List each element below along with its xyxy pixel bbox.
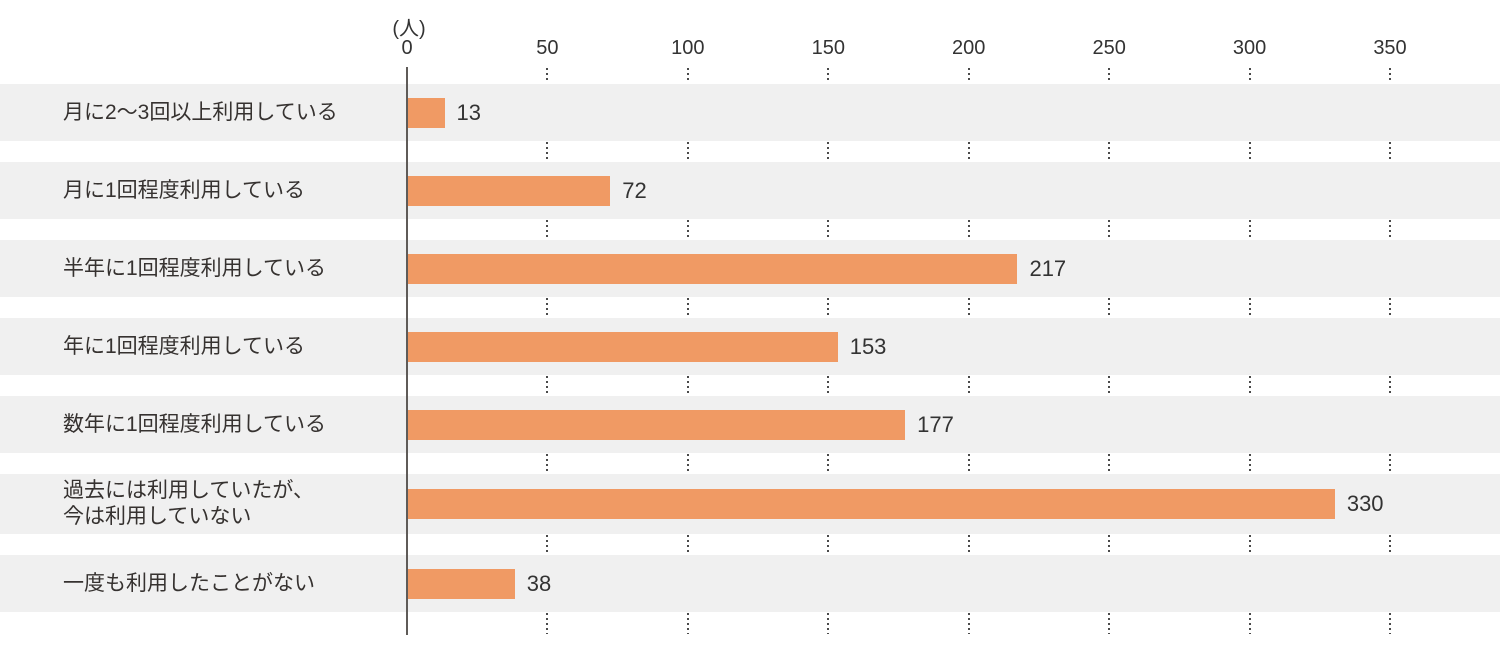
- bar: [408, 97, 445, 128]
- dotted-gridline-segment: [827, 535, 830, 554]
- dotted-gridline-segment: [827, 220, 830, 239]
- x-axis-tick-label: 350: [1373, 37, 1407, 59]
- dotted-gridline-segment: [546, 298, 549, 317]
- dotted-gridline-segment: [1389, 376, 1391, 395]
- dotted-gridline-segment: [827, 613, 830, 634]
- x-axis-tick-label: 150: [811, 37, 845, 59]
- x-axis-tick-label: 100: [671, 37, 705, 59]
- dotted-gridline-segment: [1108, 68, 1111, 83]
- row-band: 月に2〜3回以上利用している 13: [0, 84, 1500, 141]
- dotted-gridline-segment: [1389, 613, 1391, 634]
- value-label: 217: [1029, 255, 1067, 281]
- category-label: 年に1回程度利用している: [63, 334, 306, 358]
- dotted-gridline-segment: [1389, 68, 1391, 83]
- dotted-gridline-segment: [1108, 142, 1111, 161]
- dotted-gridline-segment: [1108, 535, 1111, 554]
- dotted-gridline-segment: [1108, 220, 1111, 239]
- dotted-gridline-segment: [827, 376, 830, 395]
- value-label: 72: [622, 177, 647, 203]
- dotted-gridline-segment: [1248, 68, 1251, 83]
- dotted-gridline-segment: [546, 376, 549, 395]
- dotted-gridline-segment: [686, 142, 689, 161]
- dotted-gridline-segment: [967, 613, 970, 634]
- dotted-gridline-segment: [686, 68, 689, 83]
- dotted-gridline-segment: [967, 142, 970, 161]
- dotted-gridline-segment: [827, 454, 830, 473]
- dotted-gridline-segment: [546, 613, 549, 634]
- dotted-gridline-segment: [967, 68, 970, 83]
- x-axis-tick-label: 50: [536, 37, 559, 59]
- row-band: 半年に1回程度利用している 217: [0, 240, 1500, 297]
- dotted-gridline-segment: [1389, 142, 1391, 161]
- dotted-gridline-segment: [686, 535, 689, 554]
- dotted-gridline-segment: [1389, 298, 1391, 317]
- zero-axis-line: [406, 67, 408, 635]
- dotted-gridline-segment: [1248, 454, 1251, 473]
- row-band: 年に1回程度利用している 153: [0, 318, 1500, 375]
- dotted-gridline-segment: [1108, 298, 1111, 317]
- value-label: 38: [526, 570, 552, 596]
- category-label: 月に1回程度利用している: [63, 178, 306, 202]
- value-label: 153: [849, 333, 887, 359]
- dotted-gridline-segment: [546, 220, 549, 239]
- category-label: 月に2〜3回以上利用している: [63, 100, 338, 124]
- dotted-gridline-segment: [967, 535, 970, 554]
- dotted-gridline-segment: [827, 298, 830, 317]
- row-band: 月に1回程度利用している 72: [0, 162, 1500, 219]
- bar: [408, 568, 515, 599]
- row-band: 過去には利用していたが、 今は利用していない 330: [0, 474, 1500, 534]
- dotted-gridline-segment: [686, 613, 689, 634]
- bar: [408, 175, 611, 206]
- dotted-gridline-segment: [1248, 535, 1251, 554]
- dotted-gridline-segment: [1389, 535, 1391, 554]
- category-label: 半年に1回程度利用している: [63, 256, 327, 280]
- dotted-gridline-segment: [1108, 613, 1111, 634]
- dotted-gridline-segment: [967, 220, 970, 239]
- dotted-gridline-segment: [1248, 298, 1251, 317]
- dotted-gridline-segment: [686, 376, 689, 395]
- dotted-gridline-segment: [686, 220, 689, 239]
- dotted-gridline-segment: [1389, 454, 1391, 473]
- category-label: 過去には利用していたが、 今は利用していない: [63, 479, 314, 528]
- row-band: 一度も利用したことがない 38: [0, 555, 1500, 612]
- dotted-gridline-segment: [546, 68, 549, 83]
- dotted-gridline-segment: [1248, 613, 1251, 634]
- x-axis-tick-label: 250: [1092, 37, 1126, 59]
- dotted-gridline-segment: [827, 142, 830, 161]
- dotted-gridline-segment: [1248, 220, 1251, 239]
- dotted-gridline-segment: [546, 535, 549, 554]
- value-label: 330: [1346, 491, 1384, 516]
- x-axis-tick-label: 200: [952, 37, 986, 59]
- dotted-gridline-segment: [546, 454, 549, 473]
- bar: [408, 253, 1018, 284]
- axis-unit-label: (人): [392, 18, 426, 40]
- dotted-gridline-segment: [967, 454, 970, 473]
- x-axis-tick-label: 300: [1232, 37, 1267, 59]
- dotted-gridline-segment: [686, 298, 689, 317]
- bar: [408, 489, 1335, 519]
- row-band: 数年に1回程度利用している 177: [0, 396, 1500, 453]
- dotted-gridline-segment: [1108, 454, 1111, 473]
- dotted-gridline-segment: [967, 298, 970, 317]
- dotted-gridline-segment: [1248, 376, 1251, 395]
- category-label: 一度も利用したことがない: [63, 571, 315, 595]
- dotted-gridline-segment: [827, 68, 830, 83]
- value-label: 177: [917, 411, 954, 437]
- dotted-gridline-segment: [1389, 220, 1391, 239]
- x-axis-tick-label: 0: [401, 37, 413, 59]
- bar: [408, 409, 906, 440]
- bar: [408, 331, 838, 362]
- category-label: 数年に1回程度利用している: [63, 412, 327, 436]
- dotted-gridline-segment: [967, 376, 970, 395]
- dotted-gridline-segment: [1248, 142, 1251, 161]
- dotted-gridline-segment: [1108, 376, 1111, 395]
- dotted-gridline-segment: [546, 142, 549, 161]
- dotted-gridline-segment: [686, 454, 689, 473]
- value-label: 13: [456, 99, 481, 125]
